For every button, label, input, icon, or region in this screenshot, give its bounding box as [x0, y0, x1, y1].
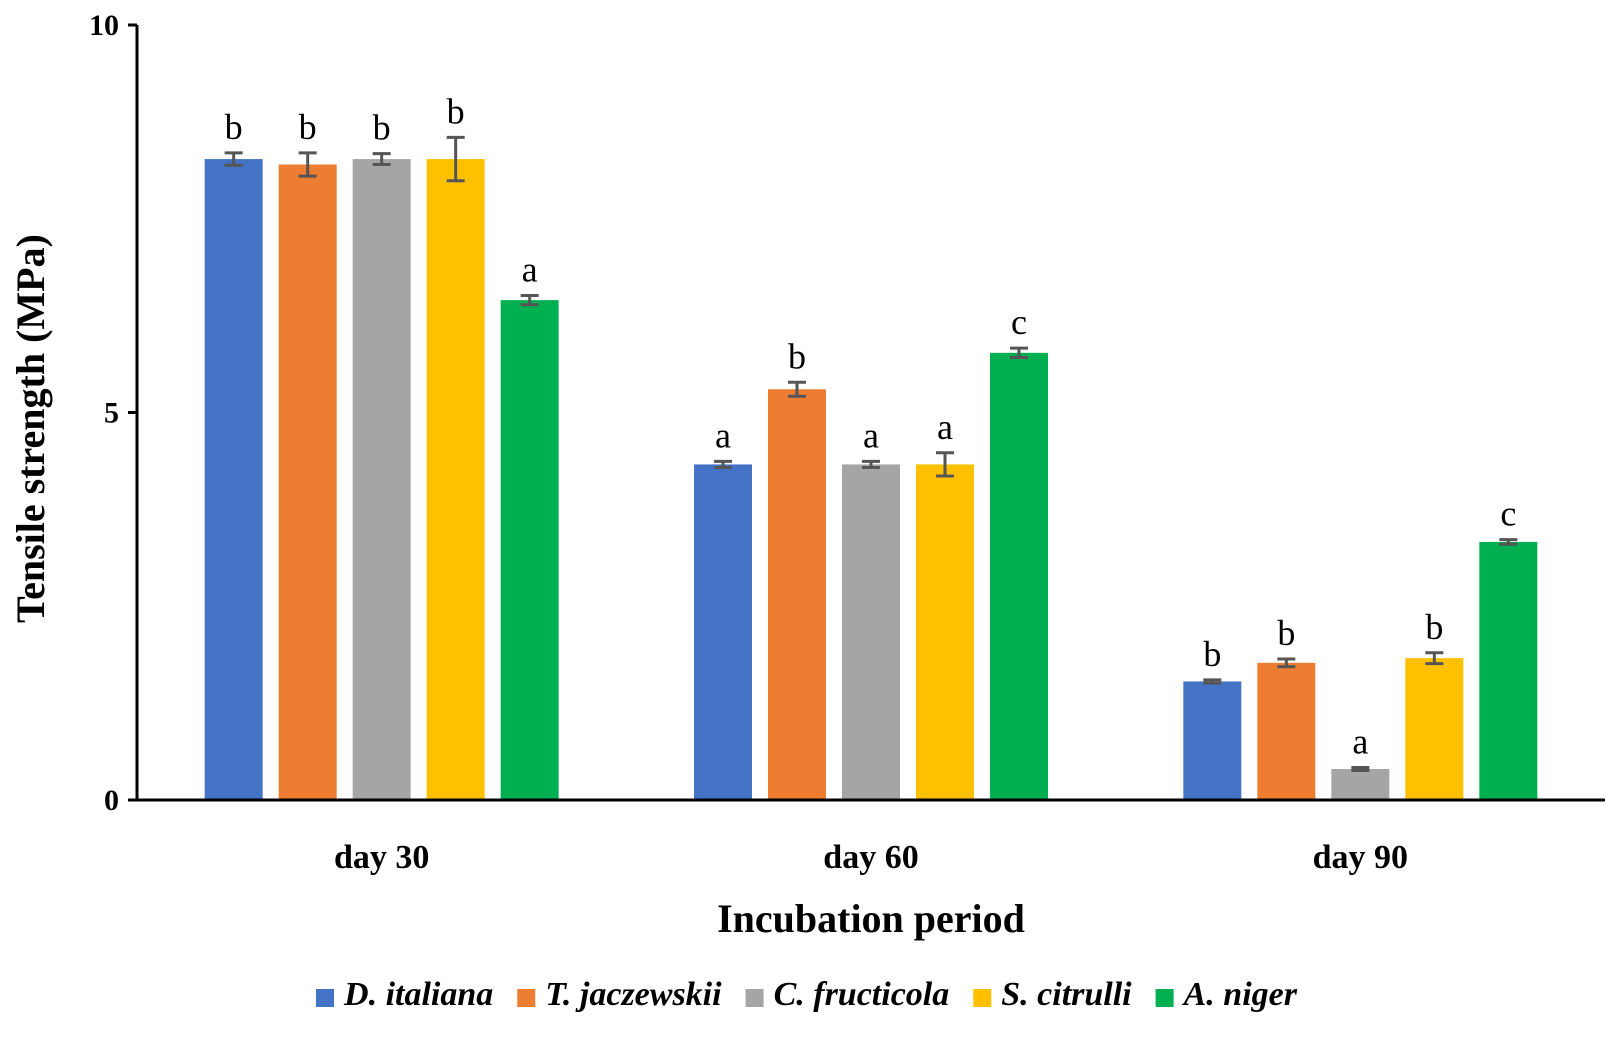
bar [694, 464, 752, 800]
bars [204, 159, 1538, 800]
y-axis-title: Tensile strength (MPa) [8, 234, 53, 623]
significance-letter: b [1277, 613, 1295, 653]
error-bars [224, 135, 1518, 773]
legend-label: S. citrulli [1001, 976, 1132, 1013]
bar [1405, 658, 1464, 800]
significance-letter: b [447, 91, 465, 131]
bar [990, 352, 1048, 800]
legend-item: C. fructicola [745, 976, 950, 1013]
significance-letter: b [373, 108, 391, 148]
significance-letter: a [1352, 721, 1368, 761]
bar [1331, 769, 1390, 800]
legend-label: D. italiana [343, 976, 493, 1013]
x-category-label: day 60 [823, 839, 918, 876]
x-categories: day 30 day 60 day 90 [334, 839, 1408, 876]
legend-item: D. italiana [316, 976, 493, 1013]
legend-label: C. fructicola [774, 976, 950, 1013]
y-tick-label: 10 [89, 9, 119, 42]
x-category-label: day 90 [1313, 839, 1408, 876]
bar [1257, 662, 1316, 800]
y-ticks: 0 5 10 [89, 9, 137, 817]
legend-label: T. jaczewskii [545, 976, 722, 1013]
significance-labels: b b b b a a b a a c b b a b c [225, 91, 1517, 761]
legend-item: T. jaczewskii [517, 976, 722, 1013]
legend-swatch [1155, 989, 1174, 1007]
bar [1479, 541, 1538, 800]
x-axis-title: Incubation period [717, 896, 1025, 941]
legend-item: S. citrulli [973, 976, 1132, 1013]
y-tick-label: 0 [104, 784, 119, 817]
legend-swatch [745, 989, 764, 1007]
bar [768, 389, 826, 800]
significance-letter: b [1425, 607, 1443, 647]
legend-swatch [316, 989, 335, 1007]
significance-letter: c [1500, 494, 1516, 534]
bar [500, 300, 559, 800]
bar [842, 464, 900, 800]
legend-swatch [973, 989, 992, 1007]
bar [426, 159, 485, 800]
bar [1183, 681, 1242, 800]
significance-letter: b [299, 107, 317, 147]
bar [352, 159, 411, 800]
significance-letter: b [788, 336, 806, 376]
y-tick-label: 5 [104, 397, 119, 430]
legend: D. italiana T. jaczewskii C. fructicola S. … [316, 976, 1298, 1013]
bar [204, 159, 263, 800]
legend-item: A. niger [1155, 976, 1298, 1013]
x-category-label: day 30 [334, 839, 429, 876]
legend-swatch [517, 989, 536, 1007]
bar [278, 164, 337, 800]
significance-letter: b [225, 107, 243, 147]
significance-letter: a [522, 249, 538, 289]
significance-letter: b [1203, 634, 1221, 674]
legend-label: A. niger [1182, 976, 1298, 1013]
significance-letter: a [863, 415, 879, 455]
significance-letter: a [715, 415, 731, 455]
significance-letter: c [1011, 302, 1027, 342]
significance-letter: a [937, 407, 953, 447]
bar [916, 464, 974, 800]
